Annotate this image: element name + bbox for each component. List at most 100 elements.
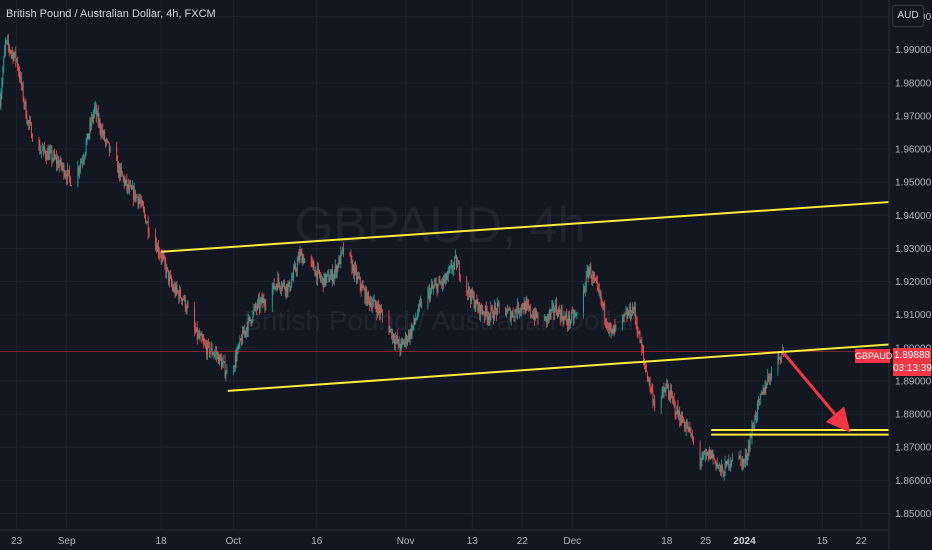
candle-body: [170, 277, 172, 285]
candle-body: [50, 150, 52, 152]
candle-body: [561, 310, 563, 319]
candle-body: [135, 195, 137, 200]
candle-body: [84, 152, 86, 157]
candle-body: [349, 252, 351, 256]
candle-body: [390, 329, 392, 330]
candle-body: [90, 123, 92, 126]
candle-body: [161, 255, 163, 259]
candle-body: [751, 426, 753, 438]
candle-body: [689, 427, 691, 428]
candle-body: [534, 309, 536, 320]
candle-body: [143, 205, 145, 210]
candle-body: [760, 393, 762, 395]
candle-body: [727, 459, 729, 465]
candle-body: [728, 459, 730, 468]
candle-body: [129, 185, 131, 190]
candle-body: [587, 271, 589, 278]
candle-body: [729, 465, 731, 468]
candle-body: [216, 352, 218, 355]
currency-button[interactable]: AUD: [892, 5, 924, 27]
candle-body: [731, 460, 733, 462]
candle-body: [355, 266, 357, 270]
candle-body: [134, 189, 136, 200]
candle-body: [484, 306, 486, 316]
candle-body: [86, 133, 88, 143]
candle-body: [564, 316, 566, 318]
candle-body: [43, 146, 44, 150]
candle-body: [352, 265, 354, 272]
candle-body: [613, 326, 615, 334]
candle-body: [520, 310, 521, 312]
price-tick-label: 1.89000: [895, 376, 932, 387]
candle-body: [131, 185, 132, 190]
candle-body: [333, 278, 334, 282]
candle-body: [310, 258, 312, 262]
candle-body: [621, 316, 623, 326]
candle-body: [779, 358, 781, 360]
candle-body: [158, 245, 159, 254]
candle-body: [468, 287, 470, 294]
candle-body: [255, 305, 257, 308]
candle-body: [121, 171, 123, 176]
candle-body: [709, 450, 711, 459]
candle-body: [319, 270, 320, 276]
candle-body: [531, 314, 533, 316]
candle-body: [44, 146, 45, 152]
candle-body: [83, 160, 84, 162]
candle-body: [168, 270, 170, 282]
candle-body: [723, 475, 725, 477]
candle-body: [486, 312, 488, 320]
candle-body: [272, 282, 274, 290]
price-tick-label: 1.96000: [895, 145, 932, 156]
candle-body: [93, 113, 95, 120]
candle-body: [766, 383, 768, 389]
time-tick-label: Oct: [226, 536, 242, 547]
candle-body: [495, 306, 496, 309]
candle-body: [144, 209, 145, 215]
candle-body: [351, 259, 353, 272]
candle-body: [716, 464, 718, 467]
candle-body: [341, 250, 343, 252]
candle-body: [673, 399, 675, 403]
candle-body: [116, 146, 118, 160]
candle-body: [585, 274, 587, 289]
candle-body: [133, 189, 135, 200]
candle-body: [245, 330, 246, 334]
candle-body: [480, 305, 482, 316]
time-axis[interactable]: 23 Sep 18 Oct 16 Nov 13 22 Dec 18 25 2024 15 22: [11, 536, 867, 547]
candle-body: [221, 362, 223, 368]
candle-body: [670, 389, 671, 400]
candle-body: [584, 289, 585, 292]
candle-body: [604, 304, 606, 319]
candle-body: [17, 59, 19, 68]
candle-body: [120, 167, 121, 177]
candle-body: [526, 302, 528, 304]
candle-body: [83, 156, 85, 161]
candle-body: [699, 442, 701, 464]
candle-body: [296, 261, 298, 271]
candle-body: [489, 315, 491, 320]
candle-body: [654, 401, 656, 409]
candle-body: [743, 459, 745, 464]
candle-body: [264, 303, 266, 306]
candle-body: [7, 40, 8, 42]
candle-body: [51, 150, 53, 161]
candle-body: [175, 285, 177, 294]
channel-trendline: [227, 343, 890, 392]
candle-body: [507, 309, 508, 314]
candle-body: [521, 304, 522, 311]
candle-body: [713, 455, 715, 460]
symbol-badge: GBPAUD: [855, 349, 893, 363]
candle-body: [490, 307, 492, 316]
candle-body: [516, 311, 518, 315]
candle-body: [553, 305, 555, 313]
candle-body: [678, 412, 680, 416]
candle-body: [687, 424, 689, 432]
candle-body: [767, 375, 769, 384]
candle-body: [458, 263, 459, 265]
candle-body: [53, 153, 55, 160]
candle-body: [276, 286, 278, 290]
candle-body: [740, 456, 742, 460]
